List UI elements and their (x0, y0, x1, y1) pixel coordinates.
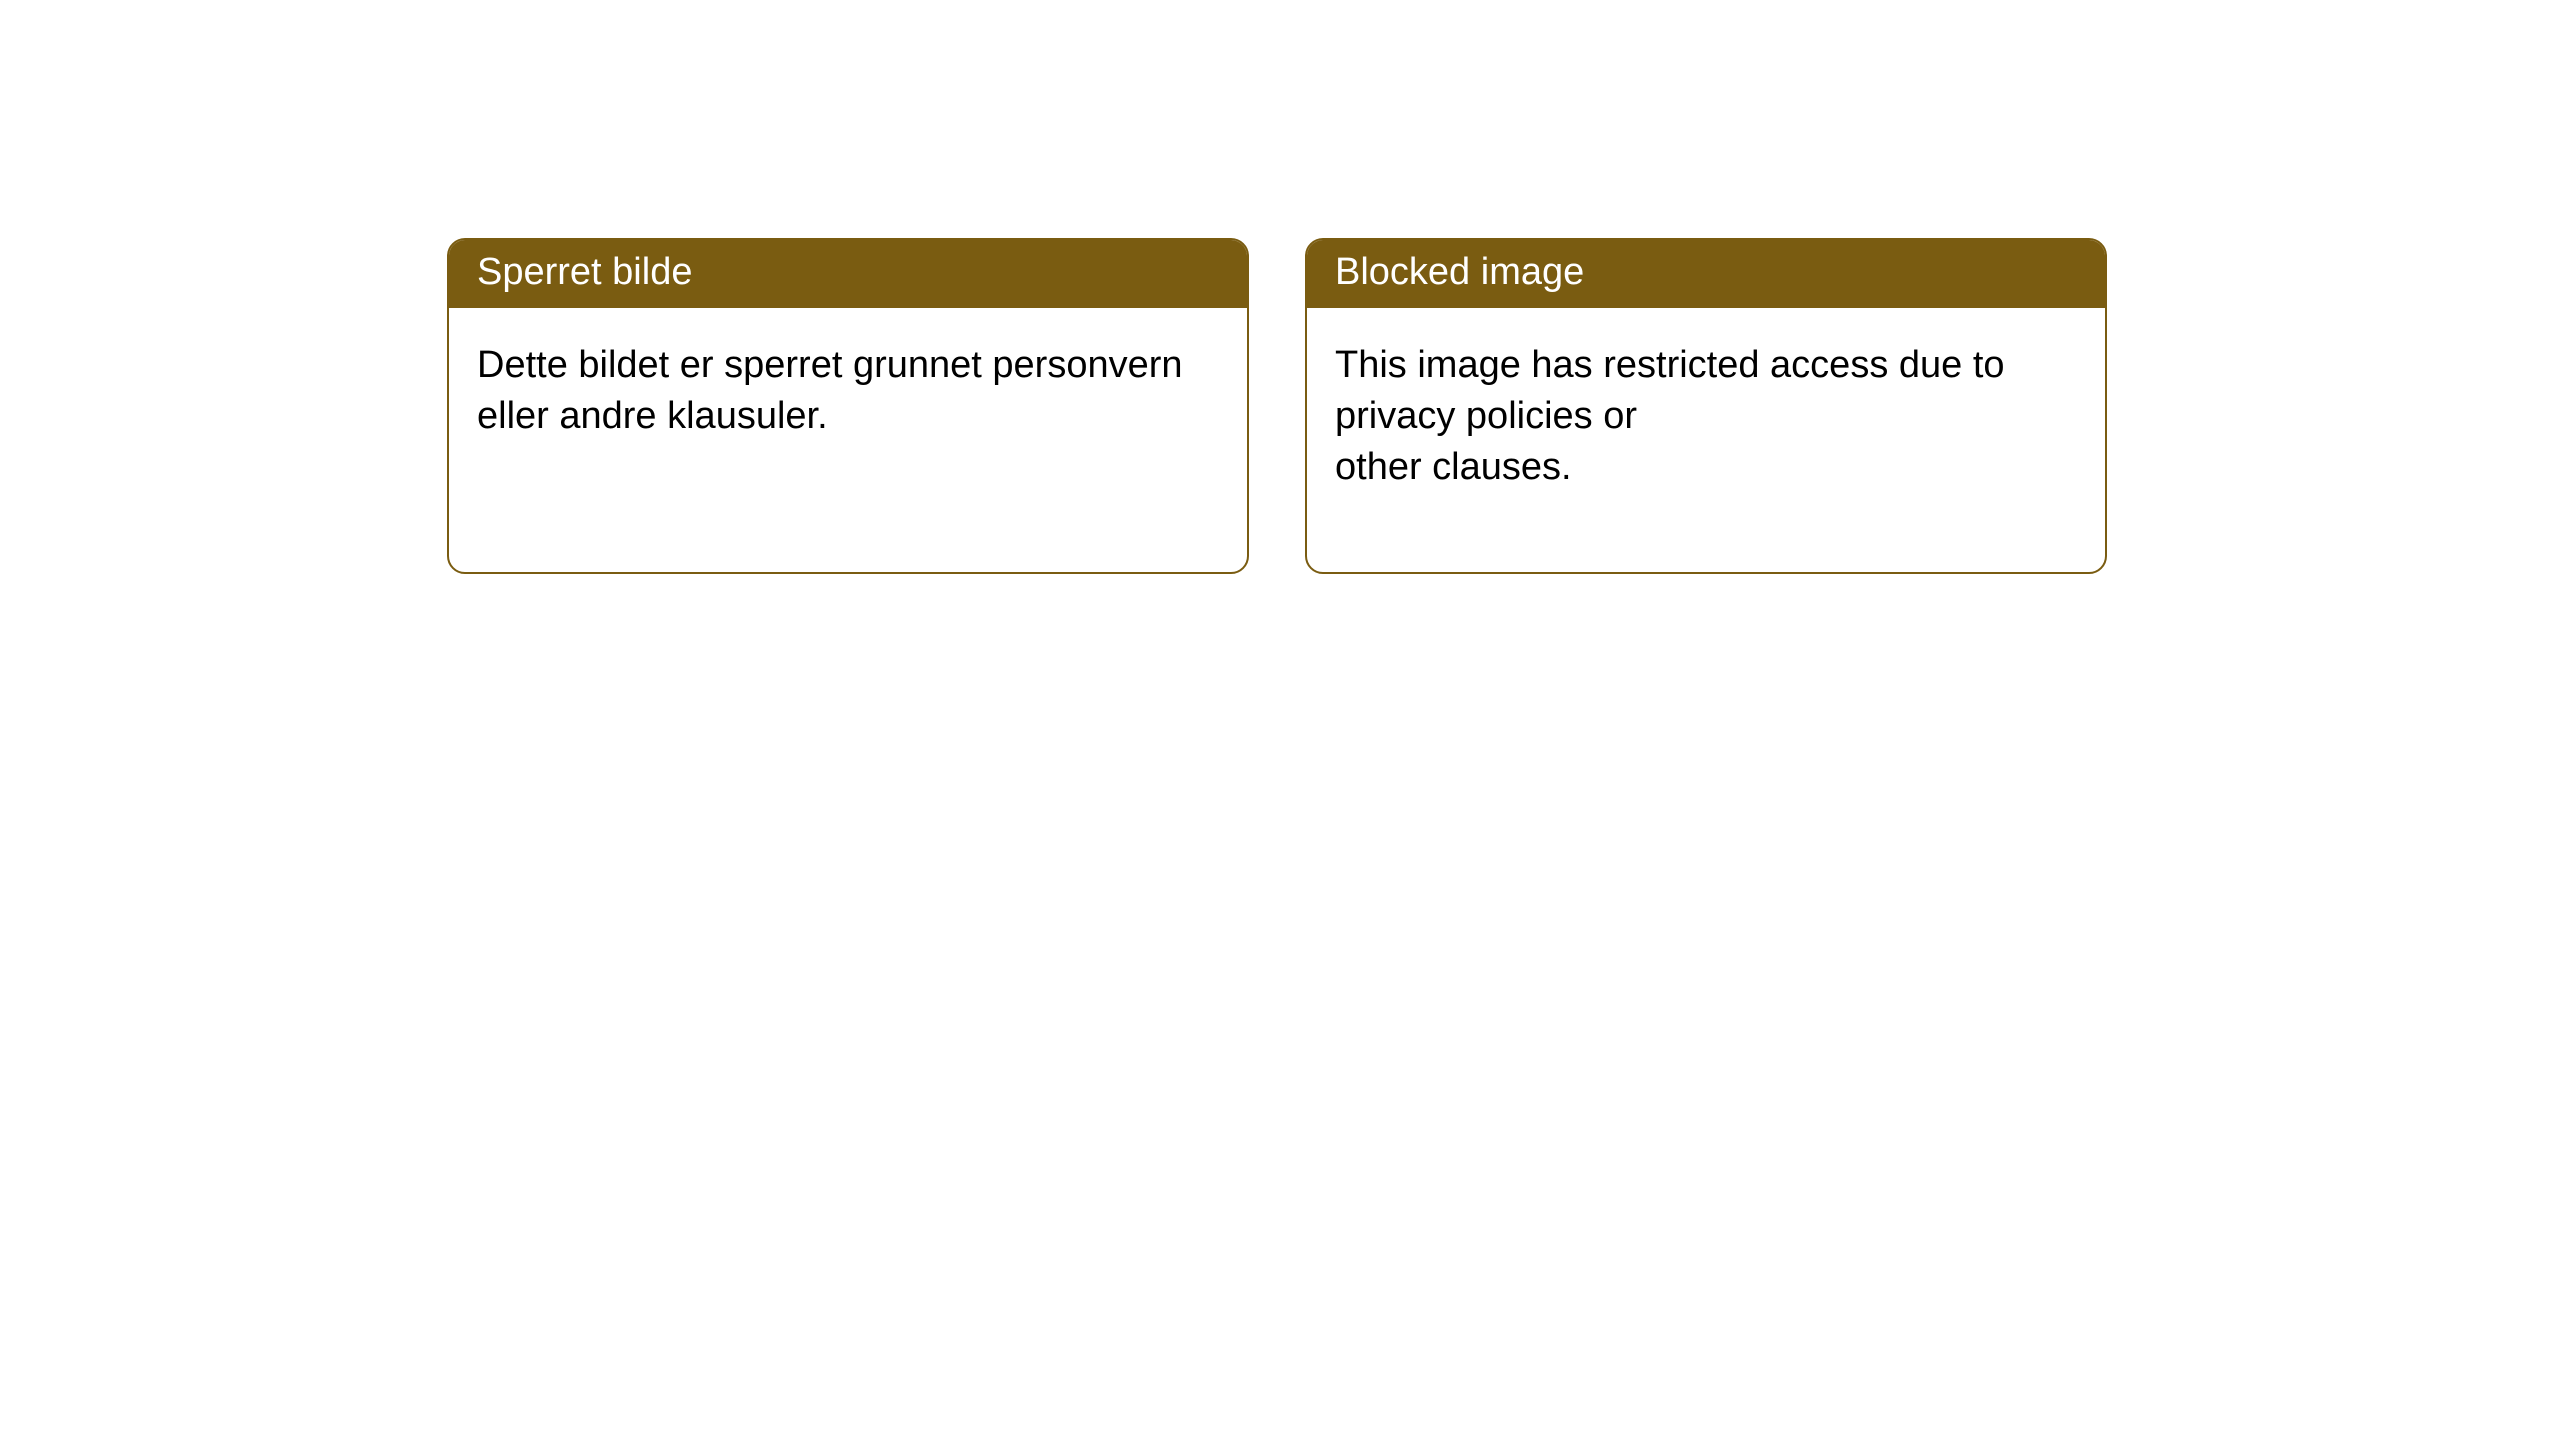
notice-header-norwegian: Sperret bilde (449, 240, 1247, 308)
notice-body-norwegian: Dette bildet er sperret grunnet personve… (449, 308, 1247, 475)
notice-header-english: Blocked image (1307, 240, 2105, 308)
notice-body-english: This image has restricted access due to … (1307, 308, 2105, 526)
notice-container: Sperret bilde Dette bildet er sperret gr… (0, 0, 2560, 574)
notice-card-norwegian: Sperret bilde Dette bildet er sperret gr… (447, 238, 1249, 574)
notice-card-english: Blocked image This image has restricted … (1305, 238, 2107, 574)
